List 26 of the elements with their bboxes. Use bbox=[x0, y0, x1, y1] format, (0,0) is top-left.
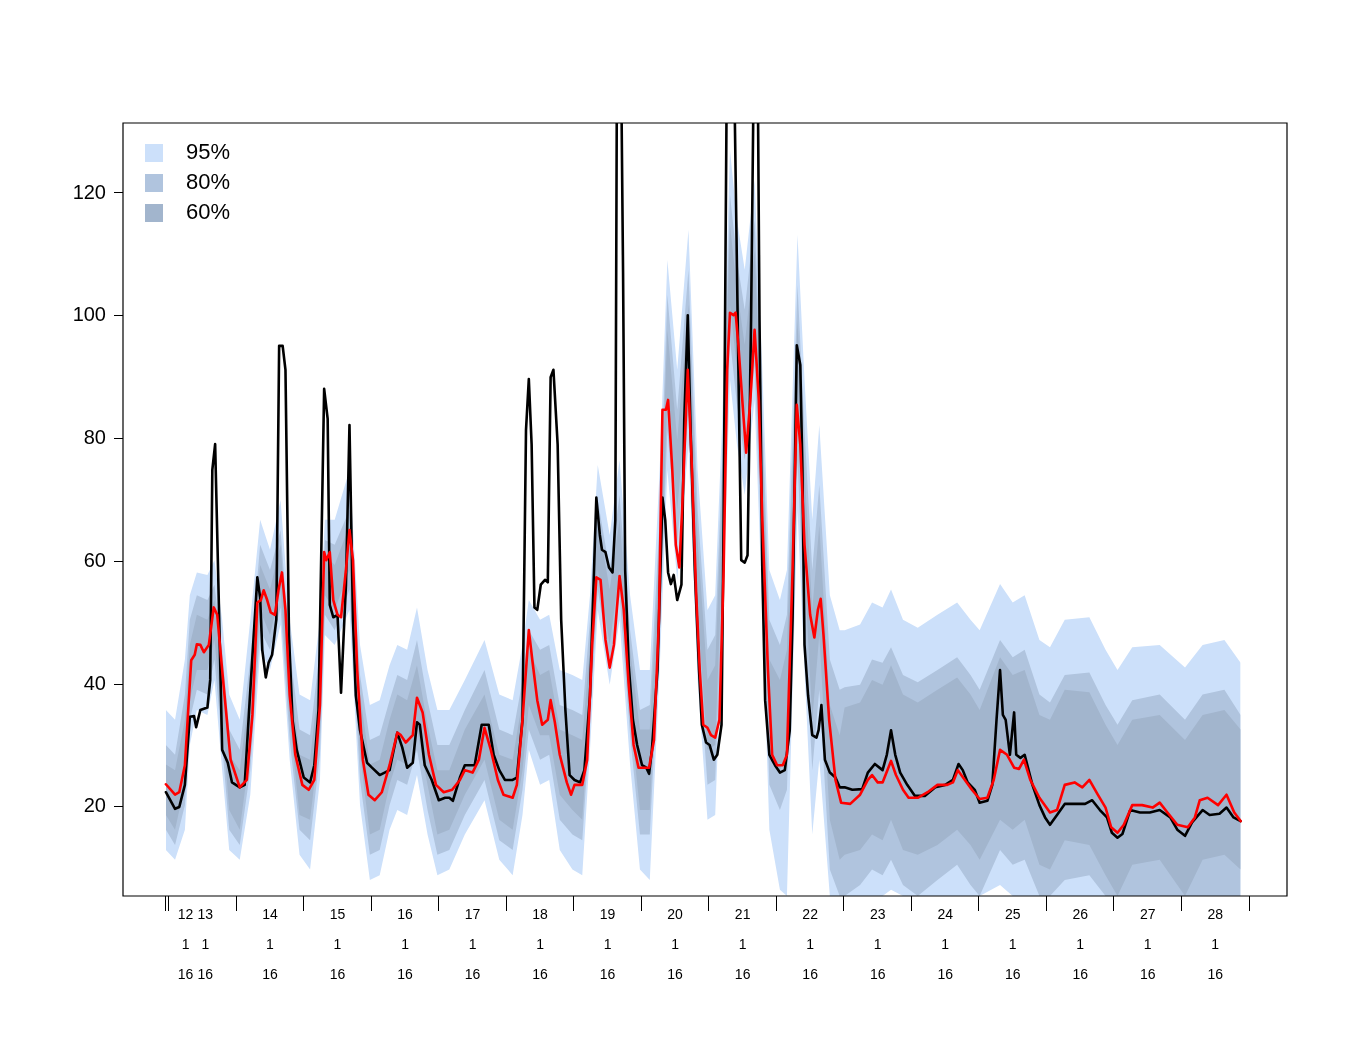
x-tick-label: 26 1 16 bbox=[1072, 905, 1089, 982]
y-tick-label: 120 bbox=[72, 180, 106, 203]
y-tick-label: 60 bbox=[83, 548, 106, 571]
x-tick-label: 16 1 16 bbox=[397, 905, 414, 982]
x-tick-label: 23 1 16 bbox=[869, 905, 886, 982]
x-tick-label: 24 1 16 bbox=[937, 905, 954, 982]
x-tick-label: 21 1 16 bbox=[734, 905, 751, 982]
x-tick-label: 18 1 16 bbox=[532, 905, 549, 982]
x-tick-label: 14 1 16 bbox=[262, 905, 278, 982]
x-tick-label: 22 1 16 bbox=[802, 905, 819, 982]
legend-label: 60% bbox=[186, 199, 231, 225]
x-tick-label: 17 1 16 bbox=[464, 905, 481, 982]
x-tick-label: 19 1 16 bbox=[599, 905, 616, 982]
y-tick-label: 40 bbox=[83, 671, 106, 694]
x-tick-label: 13 1 16 bbox=[197, 905, 214, 982]
x-tick-label: 15 1 16 bbox=[329, 905, 346, 982]
legend-label: 95% bbox=[186, 139, 231, 165]
legend-label: 80% bbox=[186, 169, 231, 195]
x-tick-label: 27 1 16 bbox=[1139, 905, 1156, 982]
x-tick-label: 25 1 16 bbox=[1004, 905, 1021, 982]
x-tick-label: 20 1 16 bbox=[667, 905, 684, 982]
x-tick-label: 28 1 16 bbox=[1207, 905, 1224, 982]
y-tick-label: 100 bbox=[72, 303, 106, 326]
y-tick-label: 20 bbox=[83, 794, 106, 817]
y-tick-label: 80 bbox=[83, 426, 106, 449]
x-tick-label: 12 1 16 bbox=[177, 905, 194, 982]
